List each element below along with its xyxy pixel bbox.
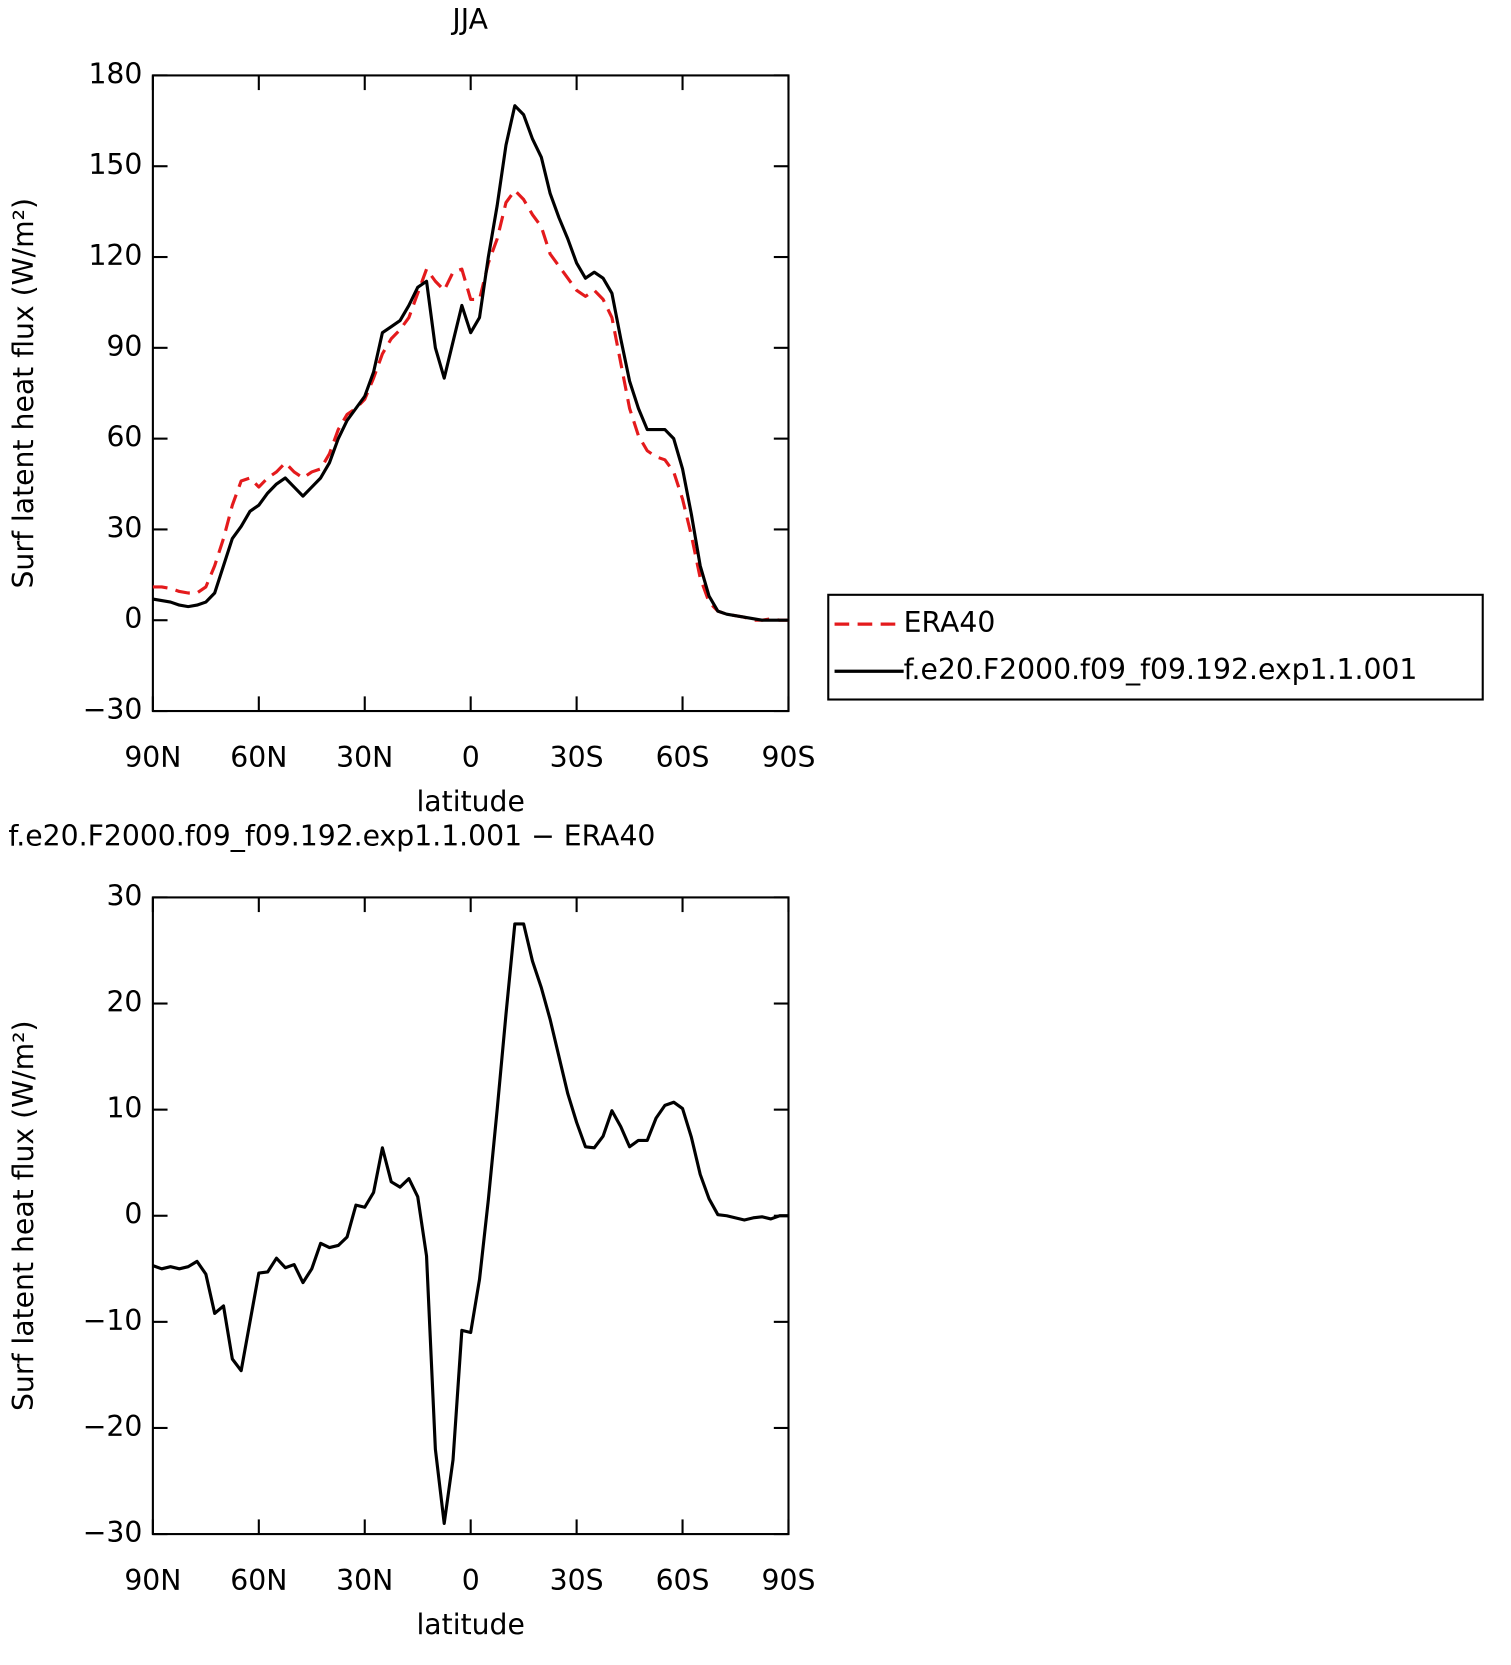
y-axis-label: Surf latent heat flux (W/m²) [7, 198, 40, 589]
x-tick-label: 30S [550, 741, 604, 774]
x-tick-label: 90N [124, 741, 181, 774]
x-tick-label: 30N [336, 741, 393, 774]
x-tick-label: 90N [124, 1564, 181, 1597]
y-tick-label: 20 [106, 986, 142, 1019]
y-tick-label: 30 [106, 511, 142, 544]
y-tick-label: −30 [83, 693, 143, 726]
y-tick-label: 0 [124, 1198, 142, 1231]
plot-frame [151, 896, 790, 1536]
legend-label: ERA40 [904, 606, 996, 639]
x-tick-label: 60N [230, 741, 287, 774]
series-line [152, 922, 789, 1526]
y-tick-label: 90 [106, 330, 142, 363]
x-tick-label: 90S [762, 1564, 816, 1597]
series-line [152, 104, 789, 622]
x-tick-label: 60S [656, 1564, 710, 1597]
chart-title: JJA [450, 3, 488, 36]
y-tick-label: −10 [83, 1304, 143, 1337]
y-tick-label: 150 [88, 148, 142, 181]
y-tick-label: −20 [83, 1410, 143, 1443]
y-tick-label: 30 [106, 879, 142, 912]
y-tick-label: 60 [106, 421, 142, 454]
plot-frame [151, 74, 790, 713]
y-tick-label: 0 [124, 602, 142, 635]
legend-label: f.e20.F2000.f09_f09.192.exp1.1.001 [904, 653, 1418, 686]
x-axis-label: latitude [416, 785, 524, 818]
x-tick-label: 60S [656, 741, 710, 774]
x-tick-label: 0 [462, 1564, 480, 1597]
x-tick-label: 30S [550, 1564, 604, 1597]
y-tick-label: 120 [88, 239, 142, 272]
x-tick-label: 0 [462, 741, 480, 774]
legend-box [827, 593, 1484, 701]
x-axis-label: latitude [416, 1608, 524, 1641]
y-tick-label: 10 [106, 1092, 142, 1125]
x-tick-label: 60N [230, 1564, 287, 1597]
x-tick-label: 90S [762, 741, 816, 774]
y-axis-label: Surf latent heat flux (W/m²) [7, 1020, 40, 1411]
chart-title: f.e20.F2000.f09_f09.192.exp1.1.001 − ERA… [8, 820, 655, 853]
x-tick-label: 30N [336, 1564, 393, 1597]
y-tick-label: −30 [83, 1516, 143, 1549]
series-line [152, 188, 789, 622]
y-tick-label: 180 [88, 57, 142, 90]
